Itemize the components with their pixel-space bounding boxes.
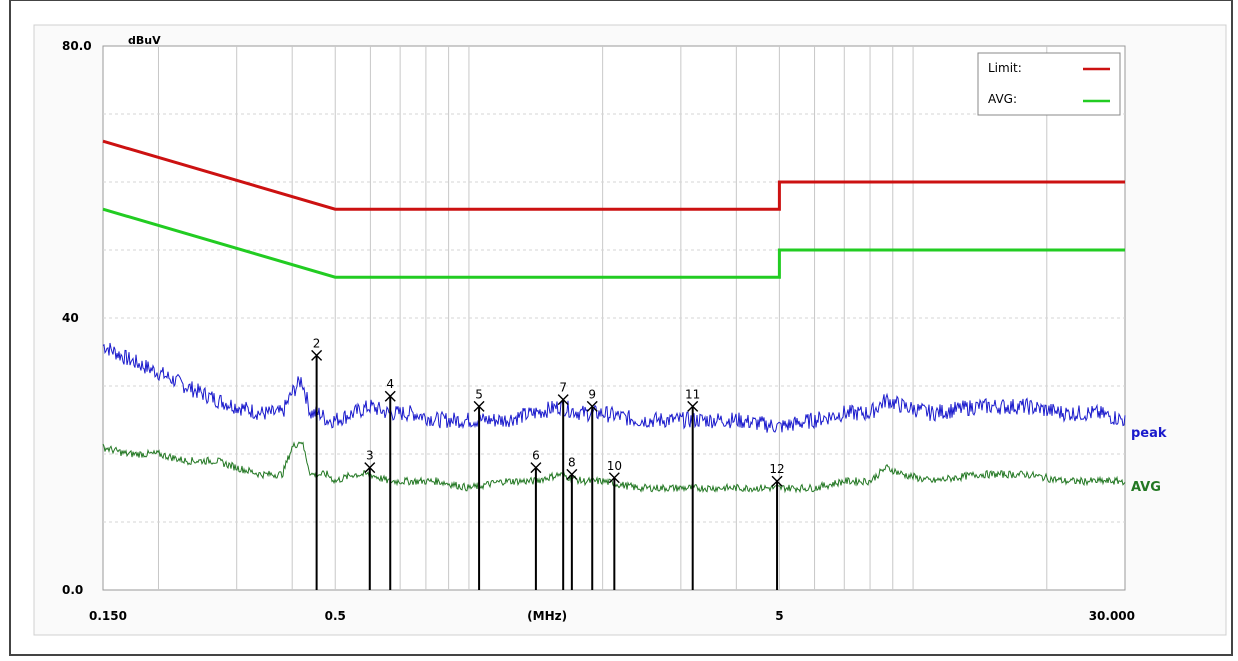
marker-cross: [473, 400, 485, 412]
limit-lines: [102, 139, 1125, 279]
x-tick-labels: 0.150 0.5 (MHz) 5 30.000: [89, 609, 1135, 623]
marker-cross: [586, 400, 598, 412]
marker-cross: [311, 349, 323, 361]
x-tick-label: 0.150: [89, 609, 127, 623]
marker-cross: [364, 462, 376, 474]
marker-cross: [771, 475, 783, 487]
marker-cross: [530, 462, 542, 474]
unit-label: dBuV: [128, 34, 161, 47]
marker-label: 8: [568, 455, 576, 469]
y-tick-labels: 80.0 40 0.0: [62, 39, 92, 597]
x-tick-label: 0.5: [325, 609, 346, 623]
legend-label-avg: AVG:: [988, 92, 1017, 106]
x-tick-label: 5: [775, 609, 783, 623]
marker-cross: [566, 468, 578, 480]
marker-cross: [608, 472, 620, 484]
trace-peak: [102, 342, 1126, 433]
marker-label: 2: [313, 336, 321, 350]
series-label-avg: AVG: [1131, 480, 1161, 495]
limit-line: [102, 207, 1125, 279]
legend-box: [977, 52, 1121, 116]
measurement-markers: 2 3 4 5 6 7 8 9 10 11 12: [311, 336, 785, 590]
marker-label: 5: [475, 387, 483, 401]
marker-label: 10: [607, 459, 622, 473]
marker-cross: [557, 394, 569, 406]
y-tick-label: 0.0: [62, 583, 83, 597]
legend-label-limit: Limit:: [988, 61, 1022, 75]
marker-label: 4: [386, 377, 394, 391]
x-tick-label: (MHz): [527, 609, 567, 623]
marker-cross: [384, 390, 396, 402]
marker-label: 12: [769, 462, 784, 476]
limit-line: [102, 139, 1125, 211]
marker-cross: [687, 400, 699, 412]
series-label-peak: peak: [1131, 426, 1167, 441]
x-tick-label: 30.000: [1089, 609, 1135, 623]
marker-label: 7: [559, 381, 567, 395]
marker-label: 6: [532, 449, 540, 463]
marker-label: 11: [685, 387, 700, 401]
marker-label: 3: [366, 449, 374, 463]
legend: Limit: AVG:: [977, 52, 1121, 116]
y-tick-label: 40: [62, 311, 79, 325]
y-tick-label: 80.0: [62, 39, 92, 53]
marker-label: 9: [588, 387, 596, 401]
